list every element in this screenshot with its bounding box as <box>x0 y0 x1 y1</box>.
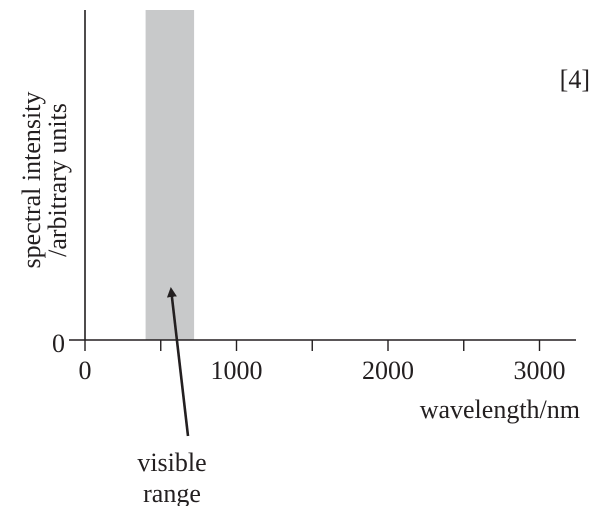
y-tick-label-0: 0 <box>52 329 65 358</box>
x-tick-label: 2000 <box>362 356 414 385</box>
y-axis-label-line-2: /arbitrary units <box>43 103 72 257</box>
visible-range-band <box>145 10 195 340</box>
annotation-line-range: range <box>143 479 201 506</box>
x-tick-label: 1000 <box>211 356 263 385</box>
x-tick-label: 3000 <box>514 356 566 385</box>
x-tick-label: 0 <box>79 356 92 385</box>
x-ticks <box>84 340 541 351</box>
y-axis-label-line-1: spectral intensity <box>17 92 46 269</box>
marks-label: [4] <box>560 65 590 94</box>
annotation-line-visible: visible <box>137 448 206 477</box>
x-tick-labels: 0 1000 2000 3000 <box>79 356 566 385</box>
annotation-arrow <box>166 287 190 437</box>
x-axis-label: wavelength/nm <box>420 395 580 424</box>
